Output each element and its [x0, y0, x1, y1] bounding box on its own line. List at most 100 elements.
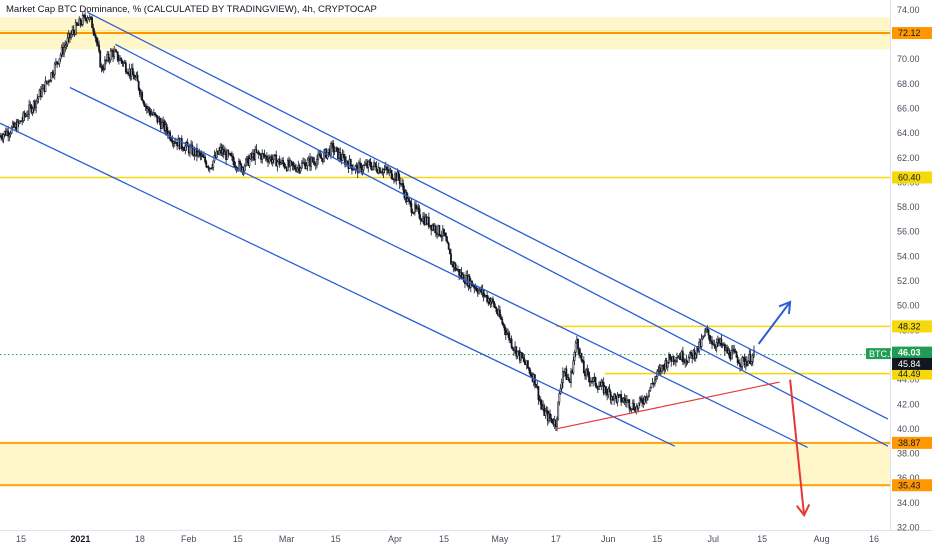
candle-body	[116, 51, 119, 61]
support-trendline-1	[555, 381, 780, 430]
candle-body	[334, 147, 337, 152]
candlestick-series	[0, 10, 755, 432]
candle-body	[310, 157, 313, 167]
candle-body	[510, 338, 513, 348]
level-badge-72.12	[892, 27, 932, 40]
candle-body	[184, 145, 187, 151]
candle-body	[89, 16, 92, 19]
candle-body	[161, 122, 163, 129]
candle-body	[28, 104, 31, 115]
candle-body	[630, 408, 633, 410]
candle-body	[367, 160, 370, 168]
candle-body	[311, 157, 314, 162]
level-badge-label: 72.12	[898, 28, 921, 38]
candle-body	[390, 169, 393, 179]
candle-body	[143, 102, 146, 107]
candle-body	[134, 76, 137, 80]
candle-body	[306, 159, 309, 167]
candle-body	[226, 150, 229, 160]
level-badge-label: 44.49	[898, 369, 921, 379]
candle-body	[578, 348, 581, 356]
candle-body	[70, 34, 72, 38]
candle-body	[565, 368, 568, 381]
candle-body	[499, 309, 501, 318]
candle-body	[141, 92, 144, 101]
x-tick-label: 15	[439, 534, 449, 544]
candle-body	[448, 248, 451, 255]
candle-body	[749, 354, 752, 364]
candle-body	[600, 382, 603, 387]
candle-body	[637, 402, 640, 409]
x-tick-label: Apr	[388, 534, 402, 544]
candle-body	[95, 37, 98, 44]
candle-body	[557, 401, 560, 420]
candle-body	[582, 360, 585, 374]
candle-body	[2, 134, 5, 140]
candle-body	[180, 138, 183, 148]
candle-body	[98, 44, 100, 52]
candle-body	[410, 202, 413, 213]
candle-body	[361, 169, 364, 172]
candle-body	[605, 386, 607, 393]
candle-body	[734, 350, 737, 353]
candle-body	[229, 153, 232, 156]
candle-body	[263, 153, 266, 157]
candle-body	[493, 301, 496, 307]
level-badge-60.40	[892, 171, 932, 184]
candle-body	[728, 349, 731, 358]
candle-body	[501, 319, 504, 324]
candle-body	[614, 393, 617, 397]
candle-body	[446, 240, 449, 244]
candle-body	[527, 360, 529, 369]
y-tick-label: 38.00	[897, 449, 920, 459]
candle-body	[136, 74, 139, 82]
x-tick-label: May	[491, 534, 509, 544]
candle-body	[708, 334, 711, 341]
candle-body	[550, 417, 553, 420]
candle-body	[115, 50, 118, 53]
candle-body	[488, 298, 491, 305]
candle-body	[342, 154, 345, 158]
candle-body	[290, 160, 293, 163]
y-tick-label: 70.00	[897, 54, 920, 64]
x-tick-label: 17	[551, 534, 561, 544]
candle-body	[155, 114, 158, 116]
candle-body	[720, 338, 723, 346]
candle-body	[243, 165, 246, 172]
candle-body	[392, 179, 395, 181]
candle-body	[681, 351, 684, 362]
candle-body	[676, 357, 678, 362]
level-badge-label: 38.87	[898, 438, 921, 448]
candle-body	[279, 162, 282, 166]
candle-body	[293, 165, 296, 170]
candle-body	[440, 235, 443, 238]
candle-body	[120, 57, 123, 62]
candle-body	[694, 354, 697, 359]
candle-body	[415, 204, 417, 209]
level-badge-38.87	[892, 436, 932, 449]
y-tick-label: 34.00	[897, 498, 920, 508]
candle-body	[41, 88, 43, 97]
candle-body	[58, 58, 61, 65]
candle-body	[349, 159, 352, 166]
y-tick-label: 50.00	[897, 301, 920, 311]
candle-body	[672, 355, 675, 362]
x-tick-label: 15	[331, 534, 341, 544]
arrow-down-shaft	[789, 379, 806, 516]
candle-body	[113, 50, 116, 58]
candle-body	[495, 307, 498, 313]
candle-body	[278, 158, 281, 166]
x-tick-label: 16	[869, 534, 879, 544]
candle-body	[750, 361, 753, 364]
candle-body	[170, 138, 173, 142]
candle-body	[450, 253, 452, 265]
y-tick-label: 58.00	[897, 202, 920, 212]
candle-body	[649, 387, 652, 391]
candle-body	[96, 42, 99, 46]
time-axis[interactable]: 15 2021 18 Feb 15 Mar 15 Apr 15 May 17 Jun 15 Jul 15 Au…	[16, 534, 879, 544]
candle-body	[44, 80, 47, 92]
candle-body	[363, 164, 366, 167]
candle-body	[210, 167, 212, 170]
chart-title: Market Cap BTC Dominance, % (CALCULATED …	[6, 4, 377, 15]
